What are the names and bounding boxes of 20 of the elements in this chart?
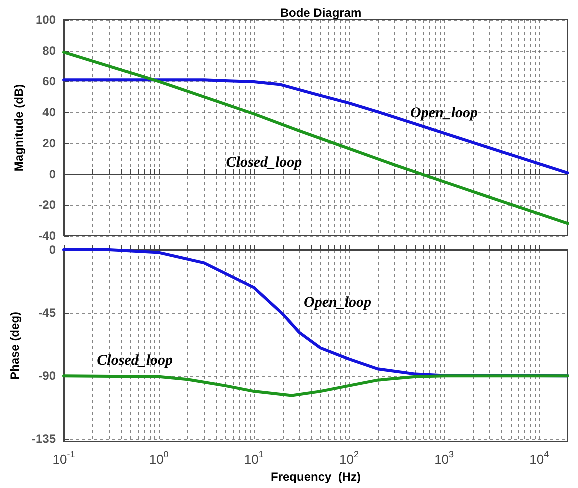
y-tick-label: -45 [38,306,56,320]
y-tick-label: 100 [36,13,56,27]
y-tick-label: 80 [42,44,56,58]
chart-title: Bode Diagram [280,6,362,20]
y-tick-label: 0 [49,167,56,182]
y-tick-label: 60 [42,74,56,89]
y-tick-label: -90 [38,369,56,384]
y-tick-label: -20 [38,198,56,212]
y-axis-title: Phase (deg) [8,312,22,380]
y-tick-label: -135 [32,432,56,446]
series-label: Closed_loop [97,352,174,369]
y-tick-label: -40 [38,229,56,243]
y-axis-title: Magnitude (dB) [12,84,26,172]
y-tick-label: 40 [42,106,56,120]
x-axis-title: Frequency (Hz) [270,470,362,484]
y-tick-label: 20 [42,136,56,150]
series-label: Open_loop [410,105,479,122]
series-label: Open_loop [304,295,372,312]
series-label: Closed_loop [226,154,303,171]
y-tick-label: 0 [49,243,56,257]
